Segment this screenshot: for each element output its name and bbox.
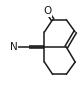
Text: O: O [43, 6, 51, 16]
Text: N: N [10, 42, 18, 52]
